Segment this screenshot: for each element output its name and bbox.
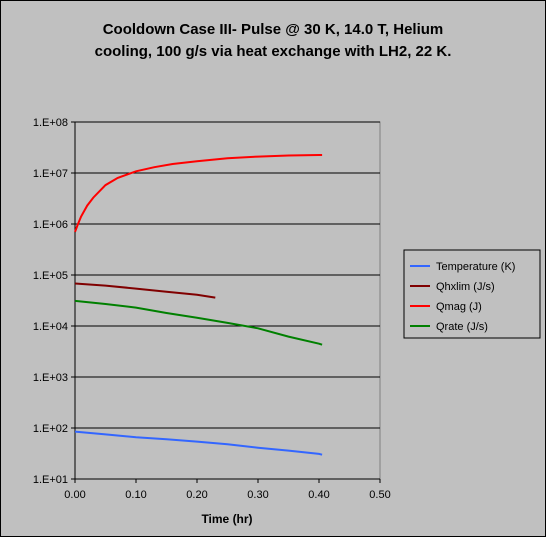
series-line-3 [74, 299, 323, 346]
x-tick-label: 0.00 [64, 489, 85, 501]
legend-box [403, 249, 541, 339]
chart-title-line-2: cooling, 100 g/s via heat exchange with … [95, 43, 452, 60]
x-tick-label: 0.10 [125, 489, 146, 501]
legend-label: Qmag (J) [436, 301, 482, 313]
y-tick-label: 1.E+06 [33, 219, 68, 231]
x-tick-label: 0.30 [247, 489, 268, 501]
legend-label: Qrate (J/s) [436, 321, 488, 333]
series-line-1 [74, 282, 216, 299]
y-tick-label: 1.E+07 [33, 168, 68, 180]
legend: Temperature (K) Qhxlim (J/s) Qmag (J) Qrate… [403, 249, 541, 339]
y-tick-label: 1.E+04 [33, 321, 68, 333]
y-tick-label: 1.E+08 [33, 117, 68, 129]
y-tick-label: 1.E+01 [33, 474, 68, 486]
legend-label: Temperature (K) [436, 261, 515, 273]
x-axis-label: Time (hr) [201, 512, 252, 526]
series-line-0 [74, 430, 323, 456]
y-tick-label: 1.E+02 [33, 423, 68, 435]
series-lines [74, 154, 323, 456]
x-tick-label: 0.40 [308, 489, 329, 501]
x-axis-ticks: 0.00 0.10 0.20 0.30 0.40 0.50 [64, 479, 391, 501]
y-tick-label: 1.E+03 [33, 372, 68, 384]
y-axis-ticks: 1.E+01 1.E+02 1.E+03 1.E+04 1.E+05 1.E+06 1.E+… [33, 117, 75, 486]
plot-area [74, 121, 381, 480]
x-tick-label: 0.20 [186, 489, 207, 501]
series-line-2 [74, 154, 323, 233]
y-tick-label: 1.E+05 [33, 270, 68, 282]
chart-title-line-1: Cooldown Case III- Pulse @ 30 K, 14.0 T,… [103, 21, 444, 38]
grid-lines [74, 121, 380, 480]
x-tick-label: 0.50 [369, 489, 390, 501]
legend-label: Qhxlim (J/s) [436, 281, 495, 293]
